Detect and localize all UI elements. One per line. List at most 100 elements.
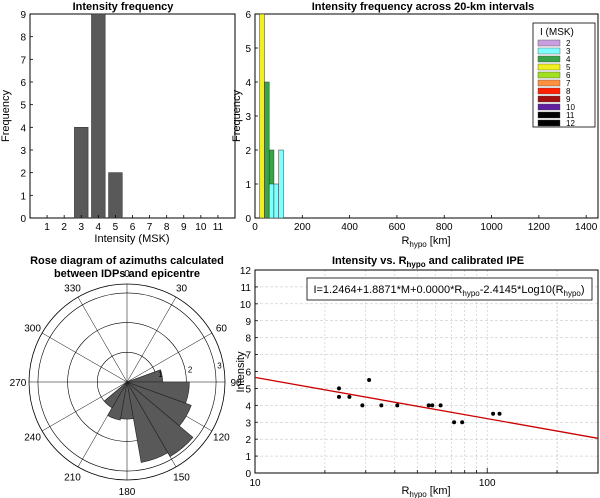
y-tick-label: 2 (20, 169, 26, 180)
rose-petal-200 (107, 381, 128, 421)
panel1-axes (29, 13, 236, 219)
x-tick-label: 100 (479, 478, 496, 489)
data-point-12 (491, 411, 496, 416)
y-tick-label: 4 (245, 401, 251, 412)
intensity-frequency-panel: Intensity frequency 1 2 3 4 5 6 7 8 9 10 11 012345… (0, 1, 236, 245)
y-tick-label: 1 (20, 191, 26, 202)
x-tick-label: 1400 (575, 222, 598, 233)
x-tick-label: 4 (96, 222, 102, 233)
legend-swatch-12 (537, 119, 561, 127)
y-tick-label: 7 (20, 55, 26, 66)
y-tick-label: 8 (245, 334, 251, 345)
data-point-4 (367, 377, 372, 382)
legend-label-5: 5 (566, 63, 571, 72)
panel2-ylabel: Frequency (231, 90, 243, 142)
y-tick-label: 5 (245, 44, 251, 55)
panel1-xlabel: Intensity (MSK) (94, 233, 169, 245)
rose-radial-label-1: 1 (158, 370, 163, 379)
x-tick-label: 600 (389, 222, 406, 233)
legend-swatch-10 (537, 103, 561, 111)
rose-petal-160 (126, 381, 169, 463)
x-tick-label: 800 (436, 222, 453, 233)
data-point-11 (460, 420, 465, 425)
data-point-7 (426, 403, 431, 408)
rose-angle-label-270: 270 (10, 378, 27, 389)
x-tick-label: 8 (164, 222, 170, 233)
rose-petal-140 (126, 381, 194, 457)
y-tick-label: 6 (245, 10, 251, 21)
rose-radial-label-3: 3 (217, 362, 222, 371)
y-tick-label: 2 (245, 435, 251, 446)
rose-angle-label-300: 300 (24, 324, 41, 335)
bar-bin-100-i3 (278, 149, 284, 219)
rose-spoke (126, 297, 177, 383)
data-point-10 (452, 420, 457, 425)
panel4-ylabel: Intensity (235, 351, 247, 392)
bar-intensity-3 (74, 127, 89, 219)
y-tick-label: 9 (245, 317, 251, 328)
rose-spoke (42, 332, 128, 383)
legend-swatch-5 (537, 63, 561, 71)
y-tick-label: 6 (245, 368, 251, 379)
legend-label-11: 11 (566, 111, 575, 120)
rose-radial-label-2: 2 (188, 366, 193, 375)
data-point-1 (336, 394, 341, 399)
intensity-vs-distance-panel: Intensity vs. Rhypo and calibrated IPE 1… (235, 255, 599, 498)
x-tick-label: 10 (195, 222, 207, 233)
panel3-title-line2: between IDPs and epicentre (54, 268, 200, 280)
equation-box: I=1.2464+1.8871*M+0.0000*Rhypo-2.4145*Lo… (306, 277, 593, 301)
panel4-title: Intensity vs. Rhypo and calibrated IPE (332, 255, 524, 269)
bar-bin-40-i4 (264, 81, 270, 219)
panel1-title: Intensity frequency (73, 1, 175, 13)
legend-swatch-3 (537, 47, 561, 55)
y-tick-label: 5 (20, 101, 26, 112)
rose-diagram-panel: Rose diagram of azimuths calculated betw… (10, 255, 242, 498)
y-tick-label: 4 (245, 78, 251, 89)
data-point-3 (360, 403, 365, 408)
y-tick-label: 0 (245, 469, 251, 480)
legend-swatch-7 (537, 79, 561, 87)
equation-text: I=1.2464+1.8871*M+0.0000*Rhypo-2.4145*Lo… (313, 284, 584, 298)
y-tick-label: 12 (240, 266, 252, 277)
legend-label-10: 10 (566, 103, 575, 112)
data-point-2 (347, 394, 352, 399)
legend-label-4: 4 (566, 55, 571, 64)
legend-swatch-8 (537, 87, 561, 95)
rose-angle-label-0: 0 (124, 269, 130, 280)
rose-angle-label-180: 180 (119, 487, 136, 498)
y-tick-label: 3 (245, 112, 251, 123)
legend-swatch-6 (537, 71, 561, 79)
rose-angle-label-150: 150 (173, 472, 190, 483)
x-tick-label: 7 (147, 222, 153, 233)
y-tick-label: 0 (245, 214, 251, 225)
y-tick-label: 5 (245, 384, 251, 395)
y-tick-label: 4 (20, 123, 26, 134)
data-point-9 (438, 403, 443, 408)
x-tick-label: 3 (78, 222, 84, 233)
y-tick-label: 1 (245, 180, 251, 191)
x-tick-label: 5 (113, 222, 119, 233)
y-tick-label: 7 (245, 351, 251, 362)
data-point-5 (379, 403, 384, 408)
y-tick-label: 9 (20, 10, 26, 21)
rose-angle-label-60: 60 (216, 324, 228, 335)
y-tick-label: 6 (20, 78, 26, 89)
rose-spoke (42, 381, 128, 432)
x-tick-label: 9 (181, 222, 187, 233)
intensity-intervals-panel: Intensity frequency across 20-km interva… (231, 1, 599, 249)
legend-swatch-4 (537, 55, 561, 63)
y-tick-label: 8 (20, 33, 26, 44)
rose-angle-label-240: 240 (24, 433, 41, 444)
data-point-6 (395, 403, 400, 408)
legend-label-3: 3 (566, 47, 571, 56)
legend-label-12: 12 (566, 119, 575, 128)
y-tick-label: 1 (245, 452, 251, 463)
data-point-13 (497, 411, 502, 416)
panel4-xlabel: Rhypo [km] (401, 485, 450, 498)
legend-label-6: 6 (566, 71, 571, 80)
legend-swatch-2 (537, 39, 561, 47)
x-tick-label: 0 (252, 222, 258, 233)
panel2-title: Intensity frequency across 20-km interva… (312, 1, 535, 13)
x-tick-label: 1 (44, 222, 50, 233)
